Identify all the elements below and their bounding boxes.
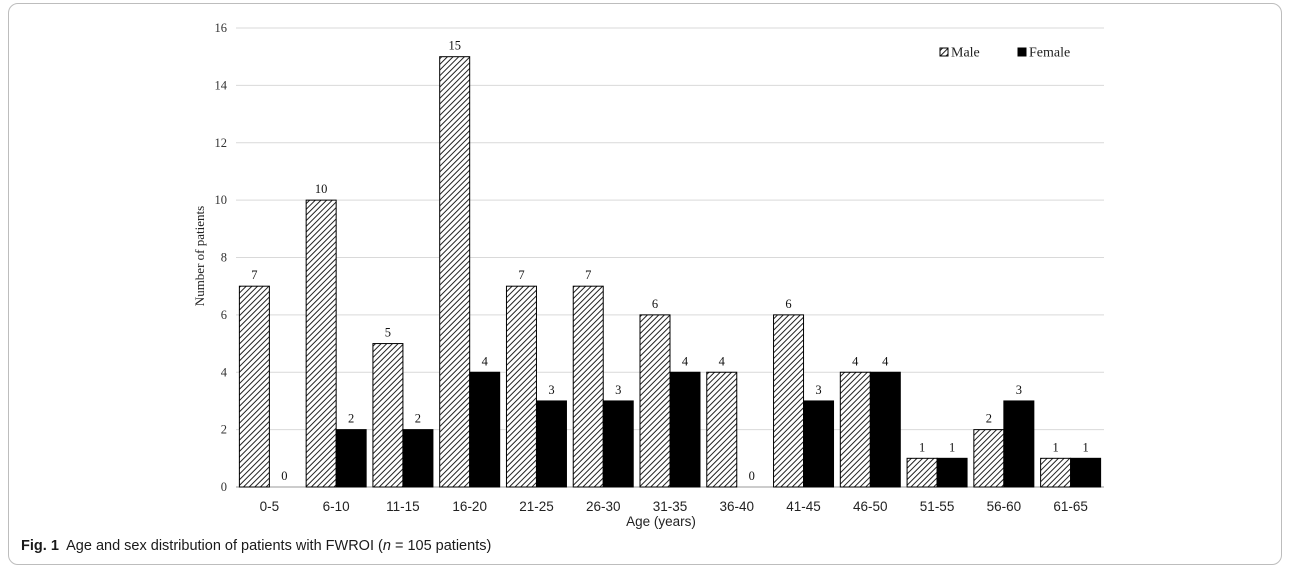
data-label-male: 15	[448, 39, 461, 53]
bar-female-11-15	[402, 429, 434, 488]
bar-male-0-5	[238, 285, 270, 488]
bar-male-36-40	[706, 371, 738, 488]
x-tick-label: 41-45	[786, 499, 821, 514]
x-tick-label: 36-40	[720, 499, 755, 514]
bar-male-51-55	[906, 457, 938, 488]
x-tick-label: 56-60	[987, 499, 1022, 514]
y-tick-label: 16	[215, 21, 228, 35]
y-tick-label: 0	[221, 480, 227, 494]
figure-caption: Fig. 1 Age and sex distribution of patie…	[21, 538, 491, 554]
y-tick-label: 2	[221, 423, 227, 437]
bar-male-21-25	[505, 285, 537, 488]
data-label-female: 0	[749, 469, 755, 483]
bar-male-16-20	[439, 56, 471, 488]
legend: Male Female	[939, 46, 1070, 61]
caption-text: Age and sex distribution of patients wit…	[66, 538, 383, 554]
bar-female-56-60	[1003, 400, 1035, 488]
x-tick-label: 11-15	[386, 499, 420, 514]
legend-swatch-female	[1017, 47, 1027, 57]
x-tick-label: 31-35	[653, 499, 688, 514]
y-tick-label: 8	[221, 251, 227, 265]
figure-label-number: 1	[50, 538, 59, 554]
y-tick-label: 6	[221, 308, 227, 322]
data-label-female: 0	[281, 469, 287, 483]
data-label-male: 7	[251, 268, 257, 282]
data-label-male: 10	[315, 182, 328, 196]
data-label-female: 1	[1082, 440, 1088, 454]
y-tick-label: 14	[215, 78, 228, 92]
x-axis-ticks: 0-5 6-10 11-15 16-20 21-25 26-30 31-35 36-40 41-…	[260, 499, 1088, 514]
legend-swatch-male	[939, 47, 949, 57]
bar-female-46-50	[869, 371, 901, 488]
data-label-male: 7	[518, 268, 524, 282]
bar-male-56-60	[973, 429, 1005, 488]
data-label-male: 7	[585, 268, 591, 282]
bar-female-6-10	[335, 429, 367, 488]
data-label-male: 6	[652, 297, 658, 311]
bar-male-31-35	[639, 314, 671, 488]
caption-n: n	[382, 538, 391, 554]
x-axis-title: Age (years)	[626, 514, 696, 529]
y-axis-ticks: 0 2 4 6 8 10 12 14 16	[215, 21, 228, 494]
data-label-female: 2	[348, 412, 354, 426]
data-label-female: 4	[482, 354, 489, 368]
y-tick-label: 12	[215, 136, 228, 150]
bar-male-11-15	[372, 343, 404, 488]
data-label-male: 4	[852, 354, 859, 368]
data-label-male: 1	[919, 440, 925, 454]
data-label-female: 3	[615, 383, 621, 397]
x-tick-label: 0-5	[260, 499, 280, 514]
bar-female-16-20	[469, 371, 501, 488]
x-tick-label: 61-65	[1053, 499, 1088, 514]
legend-label-female: Female	[1029, 46, 1070, 61]
data-label-male: 4	[719, 354, 726, 368]
data-label-male: 6	[785, 297, 791, 311]
legend-label-male: Male	[951, 46, 980, 61]
data-label-male: 2	[986, 412, 992, 426]
x-tick-label: 51-55	[920, 499, 955, 514]
bar-male-6-10	[305, 199, 337, 488]
bar-male-41-45	[773, 314, 805, 488]
data-label-female: 3	[815, 383, 821, 397]
x-tick-label: 16-20	[452, 499, 487, 514]
data-label-male: 1	[1052, 440, 1058, 454]
bar-female-61-65	[1070, 457, 1102, 488]
y-tick-label: 4	[221, 365, 228, 379]
bars	[238, 56, 1102, 488]
bar-female-51-55	[936, 457, 968, 488]
bar-male-26-30	[572, 285, 604, 488]
x-tick-label: 46-50	[853, 499, 888, 514]
data-label-male: 5	[385, 326, 391, 340]
x-tick-label: 26-30	[586, 499, 621, 514]
figure-label-word: Fig.	[21, 538, 47, 554]
x-tick-label: 21-25	[519, 499, 554, 514]
x-tick-label: 6-10	[323, 499, 350, 514]
data-label-female: 4	[882, 354, 889, 368]
caption-rest: = 105 patients)	[390, 538, 492, 554]
bar-female-26-30	[602, 400, 634, 488]
data-label-female: 2	[415, 412, 421, 426]
y-axis-title: Number of patients	[192, 206, 207, 306]
bar-female-21-25	[535, 400, 567, 488]
bar-male-61-65	[1040, 457, 1072, 488]
bar-female-41-45	[803, 400, 835, 488]
data-label-female: 3	[548, 383, 554, 397]
data-label-female: 1	[949, 440, 955, 454]
data-label-female: 4	[682, 354, 689, 368]
bar-female-31-35	[669, 371, 701, 488]
bar-male-46-50	[839, 371, 871, 488]
y-tick-label: 10	[215, 193, 228, 207]
data-label-female: 3	[1016, 383, 1022, 397]
